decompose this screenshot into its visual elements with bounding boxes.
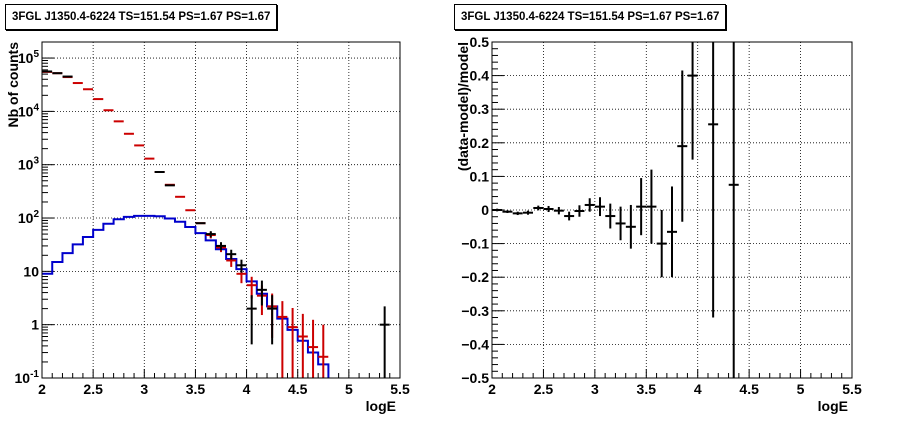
- right-x-axis-label: logE: [818, 398, 848, 414]
- right-y-tick-label: 0.2: [470, 135, 490, 151]
- left-y-tick-label: 1: [31, 317, 39, 333]
- left-y-tick-label: 10: [23, 263, 39, 279]
- left-x-tick-label: 4: [243, 381, 251, 397]
- right-y-tick-label: −0.5: [461, 370, 489, 386]
- right-x-tick-label: 3.5: [637, 381, 657, 397]
- left-y-tick-label: 10-1: [15, 369, 40, 386]
- left-x-tick-label: 5.5: [390, 381, 410, 397]
- left-y-tick-label: 105: [18, 49, 40, 66]
- right-y-tick-label: 0.1: [470, 168, 490, 184]
- right-x-tick-label: 2.5: [534, 381, 554, 397]
- left-x-tick-label: 2: [38, 381, 46, 397]
- right-plot-title: 3FGL J1350.4-6224 TS=151.54 PS=1.67 PS=1…: [454, 4, 727, 30]
- right-y-tick-label: 0.3: [470, 101, 490, 117]
- right-y-tick-label: −0.4: [461, 336, 489, 352]
- left-x-tick-label: 3.5: [186, 381, 206, 397]
- right-y-axis-label: (data-model)/model: [455, 42, 471, 171]
- right-x-tick-label: 4: [694, 381, 702, 397]
- right-y-tick-label: 0.5: [470, 34, 490, 50]
- left-plot-title: 3FGL J1350.4-6224 TS=151.54 PS=1.67 PS=1…: [5, 4, 278, 30]
- right-y-tick-label: −0.1: [461, 236, 489, 252]
- left-x-tick-label: 5: [345, 381, 353, 397]
- right-y-tick-label: 0.4: [470, 68, 490, 84]
- left-y-tick-label: 102: [18, 209, 40, 226]
- right-y-tick-label: −0.2: [461, 269, 489, 285]
- right-x-tick-label: 3: [591, 381, 599, 397]
- right-x-tick-label: 5: [797, 381, 805, 397]
- right-x-tick-label: 2: [488, 381, 496, 397]
- left-x-tick-label: 4.5: [288, 381, 308, 397]
- left-plot-area: [42, 42, 400, 378]
- left-y-axis-label: Nb of counts: [5, 42, 21, 128]
- left-x-tick-label: 3: [140, 381, 148, 397]
- left-x-axis-label: logE: [366, 398, 396, 414]
- left-y-tick-label: 104: [18, 102, 40, 119]
- right-y-tick-label: −0.3: [461, 303, 489, 319]
- model-histogram-line: [42, 214, 330, 378]
- right-x-tick-label: 4.5: [739, 381, 759, 397]
- right-plot-frame: [491, 41, 853, 379]
- right-x-tick-label: 5.5: [842, 381, 862, 397]
- left-plot-frame: [41, 41, 401, 379]
- right-y-tick-label: 0: [481, 202, 489, 218]
- left-y-tick-label: 103: [18, 156, 40, 173]
- left-x-tick-label: 2.5: [83, 381, 103, 397]
